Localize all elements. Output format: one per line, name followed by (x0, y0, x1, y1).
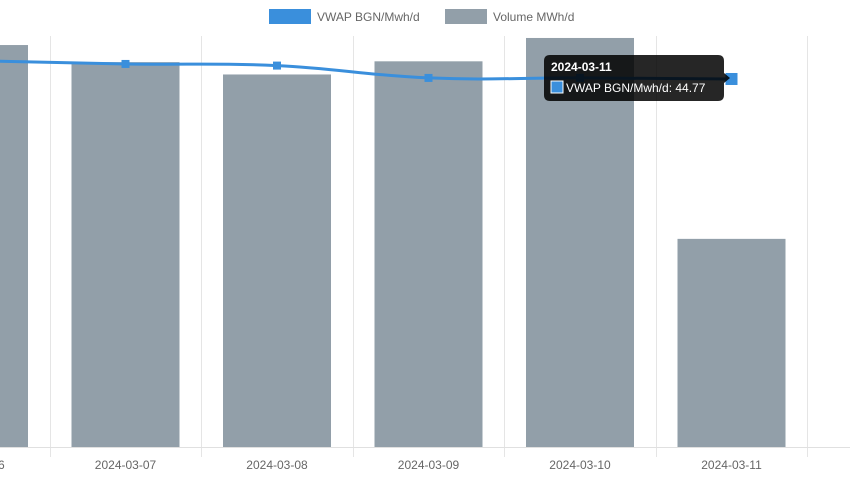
legend: VWAP BGN/Mwh/d Volume MWh/d (269, 9, 574, 24)
tooltip: 2024-03-11 VWAP BGN/Mwh/d: 44.77 (544, 55, 730, 101)
bar-volume[interactable] (526, 37, 634, 447)
point-vwap[interactable] (424, 73, 433, 82)
x-tick-label: 2024-03-11 (701, 458, 762, 472)
point-vwap-active[interactable] (725, 72, 738, 85)
x-tick-label: 2024-03-07 (95, 458, 157, 472)
point-vwap[interactable] (121, 59, 130, 68)
point-vwap[interactable] (273, 61, 281, 70)
tooltip-box (544, 55, 730, 101)
bar-volume[interactable] (223, 74, 331, 447)
tooltip-body: VWAP BGN/Mwh/d: 44.77 (566, 81, 706, 95)
legend-label-volume[interactable]: Volume MWh/d (493, 10, 574, 24)
legend-swatch-volume[interactable] (445, 9, 487, 24)
x-tick-label: 2024-03-10 (549, 458, 611, 472)
bar-volume[interactable] (71, 62, 180, 448)
axis-layer: 2024-03-06 2024-03-07 2024-03-08 2024-03-09… (0, 447, 850, 472)
tooltip-color-swatch (550, 80, 564, 94)
x-tick-label: 2024-03-06 (0, 458, 5, 472)
bar-volume[interactable] (677, 238, 786, 447)
legend-label-vwap[interactable]: VWAP BGN/Mwh/d (317, 10, 420, 24)
legend-swatch-vwap[interactable] (269, 9, 311, 24)
x-tick-label: 2024-03-09 (398, 458, 460, 472)
x-tick-label: 2024-03-08 (246, 458, 308, 472)
bar-volume[interactable] (374, 61, 483, 448)
grid-layer (50, 36, 808, 457)
tooltip-title: 2024-03-11 (551, 60, 612, 74)
bar-volume[interactable] (0, 45, 28, 448)
bar-layer (0, 37, 786, 448)
